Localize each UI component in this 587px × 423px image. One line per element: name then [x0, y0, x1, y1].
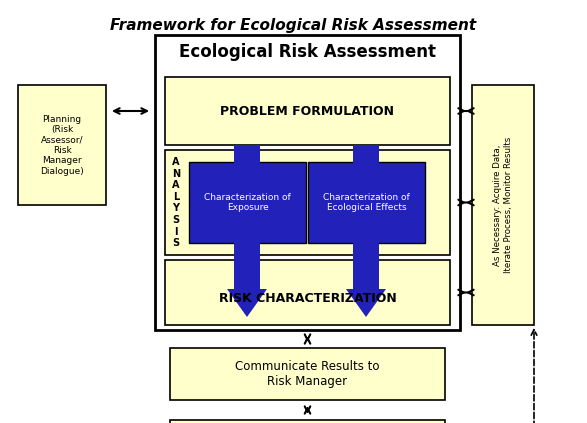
Bar: [353, 145, 379, 289]
Text: Framework for Ecological Risk Assessment: Framework for Ecological Risk Assessment: [110, 18, 477, 33]
Text: PROBLEM FORMULATION: PROBLEM FORMULATION: [221, 104, 394, 118]
Bar: [472, 85, 534, 325]
Polygon shape: [227, 289, 267, 317]
Bar: [189, 162, 306, 243]
Text: Planning
(Risk
Assessor/
Risk
Manager
Dialogue): Planning (Risk Assessor/ Risk Manager Di…: [40, 115, 84, 176]
Bar: [165, 260, 450, 325]
Text: A
N
A
L
Y
S
I
S: A N A L Y S I S: [172, 157, 180, 248]
Bar: [234, 145, 260, 289]
Bar: [155, 35, 460, 330]
Text: RISK CHARACTERIZATION: RISK CHARACTERIZATION: [218, 292, 396, 305]
Bar: [18, 85, 106, 205]
Text: Communicate Results to
Risk Manager: Communicate Results to Risk Manager: [235, 360, 380, 388]
Text: As Necessary: Acquire Data,
Iterate Process, Monitor Results: As Necessary: Acquire Data, Iterate Proc…: [493, 137, 512, 273]
Bar: [170, 348, 445, 400]
Text: Characterization of
Exposure: Characterization of Exposure: [204, 193, 291, 212]
Text: Characterization of
Ecological Effects: Characterization of Ecological Effects: [323, 193, 410, 212]
Bar: [165, 150, 450, 255]
Text: Ecological Risk Assessment: Ecological Risk Assessment: [179, 43, 436, 61]
Bar: [308, 162, 425, 243]
Bar: [165, 77, 450, 145]
Polygon shape: [346, 289, 386, 317]
Bar: [170, 420, 445, 423]
